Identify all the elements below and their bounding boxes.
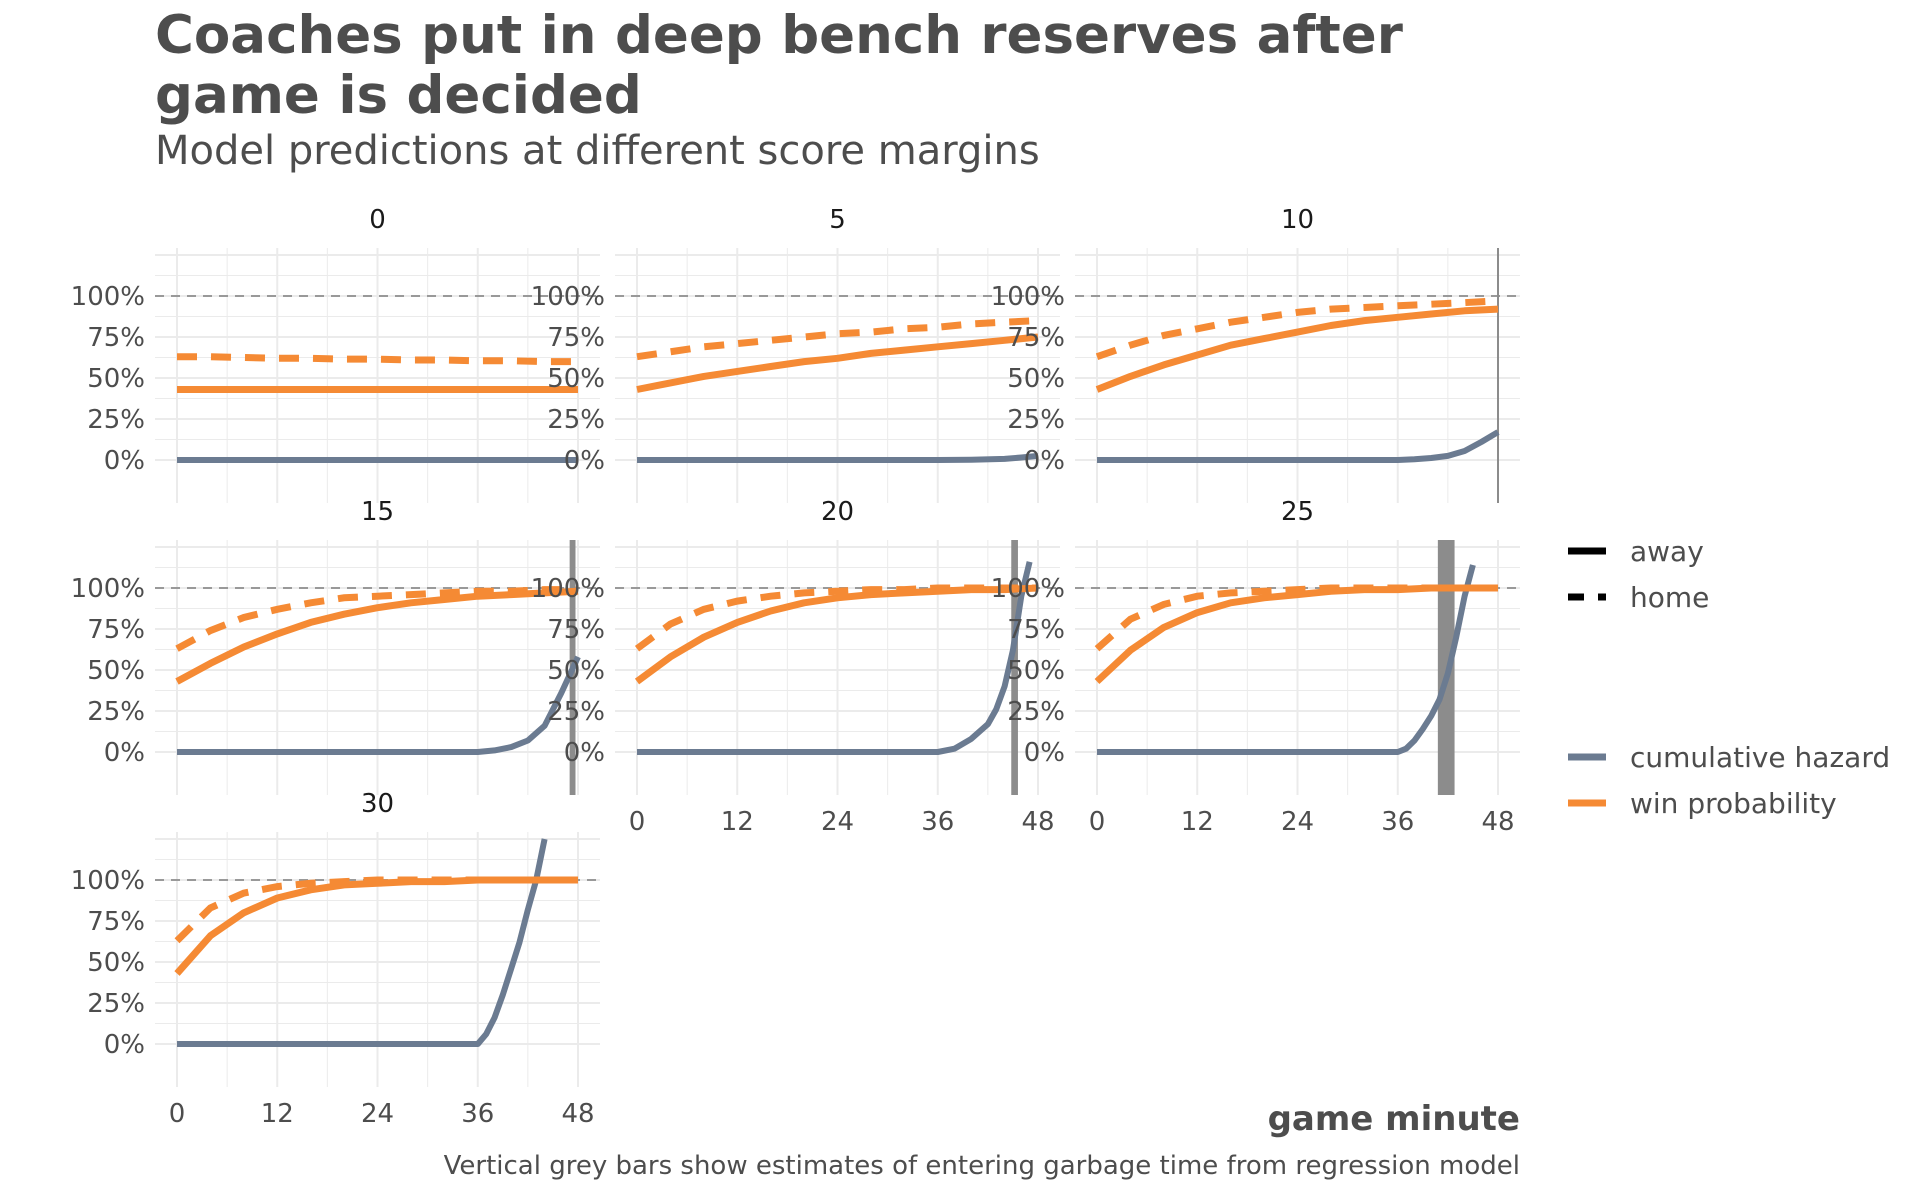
win-probability-away-line bbox=[175, 587, 579, 685]
y-tick-label: 0% bbox=[564, 446, 605, 476]
y-tick-label: 50% bbox=[547, 364, 605, 394]
y-tick-label: 50% bbox=[87, 364, 145, 394]
garbage-time-bar bbox=[1497, 248, 1499, 503]
y-tick-label: 100% bbox=[991, 574, 1065, 604]
y-tick-label: 75% bbox=[87, 323, 145, 353]
y-tick-label: 50% bbox=[87, 656, 145, 686]
x-tick-label: 36 bbox=[461, 1099, 494, 1129]
facet-label: 30 bbox=[361, 789, 394, 819]
facet-panel-25: 25 0% 25% 50% 75% 100% 0 12 24 36 48 bbox=[991, 497, 1520, 837]
cumulative-hazard-line bbox=[637, 452, 1039, 463]
legend: away home cumulative hazard win probability bbox=[1568, 535, 1890, 820]
y-tick-label: 100% bbox=[71, 574, 145, 604]
y-tick-label: 25% bbox=[87, 405, 145, 435]
facet-panel-30: 30 0% 25% 50% 75% 100% 0 12 24 36 48 bbox=[71, 789, 600, 1129]
y-tick-label: 25% bbox=[87, 697, 145, 727]
y-tick-label: 100% bbox=[71, 282, 145, 312]
x-tick-label: 24 bbox=[361, 1099, 394, 1129]
facet-panel-15: 15 0% 25% 50% 75% 100% bbox=[71, 497, 600, 795]
x-tick-label: 24 bbox=[1281, 807, 1314, 837]
x-tick-label: 36 bbox=[1381, 807, 1414, 837]
y-tick-label: 50% bbox=[547, 656, 605, 686]
y-tick-label: 50% bbox=[87, 948, 145, 978]
y-tick-label: 25% bbox=[1007, 697, 1065, 727]
facet-label: 5 bbox=[829, 205, 846, 235]
chart-subtitle: Model predictions at different score mar… bbox=[155, 128, 1040, 174]
win-probability-away-line bbox=[634, 584, 1039, 685]
x-tick-label: 12 bbox=[721, 807, 754, 837]
y-tick-label: 0% bbox=[564, 738, 605, 768]
legend-label-away: away bbox=[1630, 535, 1704, 568]
y-tick-label: 100% bbox=[531, 574, 605, 604]
y-tick-label: 0% bbox=[1024, 446, 1065, 476]
cumulative-hazard-line bbox=[1097, 564, 1476, 755]
garbage-time-bar bbox=[1011, 540, 1018, 795]
facet-panel-5: 50%25%50%75%100% bbox=[531, 205, 1060, 503]
x-tick-label: 36 bbox=[921, 807, 954, 837]
facet-label: 0 bbox=[369, 205, 386, 235]
y-tick-label: 75% bbox=[1007, 323, 1065, 353]
facet-label: 20 bbox=[821, 497, 854, 527]
y-tick-label: 0% bbox=[104, 1030, 145, 1060]
win-probability-away-line bbox=[636, 333, 1039, 393]
y-tick-label: 100% bbox=[71, 866, 145, 896]
x-tick-label: 12 bbox=[1181, 807, 1214, 837]
y-tick-label: 25% bbox=[87, 989, 145, 1019]
y-tick-label: 0% bbox=[104, 446, 145, 476]
facet-panel-20: 20 0% 25% 50% 75% 100% 0 12 24 36 48 bbox=[531, 497, 1060, 837]
x-tick-label: 0 bbox=[1089, 807, 1106, 837]
legend-label-win-probability: win probability bbox=[1630, 787, 1837, 820]
facet-panel-10: 100%25%50%75%100% bbox=[991, 205, 1520, 503]
x-tick-label: 48 bbox=[1481, 807, 1514, 837]
cumulative-hazard-line bbox=[637, 561, 1033, 755]
x-tick-label: 48 bbox=[1021, 807, 1054, 837]
cumulative-hazard-line bbox=[1097, 429, 1500, 463]
y-tick-label: 0% bbox=[104, 738, 145, 768]
facet-panel-0: 0 0% 25% 50% 75% 100% bbox=[71, 205, 600, 503]
y-tick-label: 25% bbox=[1007, 405, 1065, 435]
legend-label-home: home bbox=[1630, 581, 1709, 614]
facet-label: 10 bbox=[1281, 205, 1314, 235]
x-tick-label: 24 bbox=[821, 807, 854, 837]
y-tick-label: 100% bbox=[991, 282, 1065, 312]
x-tick-label: 48 bbox=[561, 1099, 594, 1129]
chart-caption: Vertical grey bars show estimates of ent… bbox=[444, 1151, 1520, 1181]
y-tick-label: 75% bbox=[547, 615, 605, 645]
x-axis-title: game minute bbox=[1268, 1099, 1520, 1139]
y-tick-label: 0% bbox=[1024, 738, 1065, 768]
y-tick-label: 75% bbox=[1007, 615, 1065, 645]
y-tick-label: 75% bbox=[87, 615, 145, 645]
y-tick-label: 75% bbox=[547, 323, 605, 353]
cumulative-hazard-line bbox=[177, 655, 581, 755]
x-tick-label: 12 bbox=[261, 1099, 294, 1129]
facet-label: 25 bbox=[1281, 497, 1314, 527]
y-tick-label: 100% bbox=[531, 282, 605, 312]
x-tick-label: 0 bbox=[629, 807, 646, 837]
legend-label-cumulative-hazard: cumulative hazard bbox=[1630, 741, 1890, 774]
win-probability-away-line bbox=[1094, 584, 1498, 685]
win-probability-away-line bbox=[1095, 305, 1499, 393]
win-probability-away-line bbox=[174, 876, 578, 976]
y-tick-label: 50% bbox=[1007, 656, 1065, 686]
cumulative-hazard-line bbox=[177, 838, 548, 1047]
chart-title: Coaches put in deep bench reserves after… bbox=[155, 5, 1403, 126]
x-tick-label: 0 bbox=[169, 1099, 186, 1129]
facet-label: 15 bbox=[361, 497, 394, 527]
y-tick-label: 25% bbox=[547, 405, 605, 435]
y-tick-label: 75% bbox=[87, 907, 145, 937]
win-probability-home-line bbox=[1095, 297, 1499, 361]
y-tick-label: 50% bbox=[1007, 364, 1065, 394]
y-tick-label: 25% bbox=[547, 697, 605, 727]
